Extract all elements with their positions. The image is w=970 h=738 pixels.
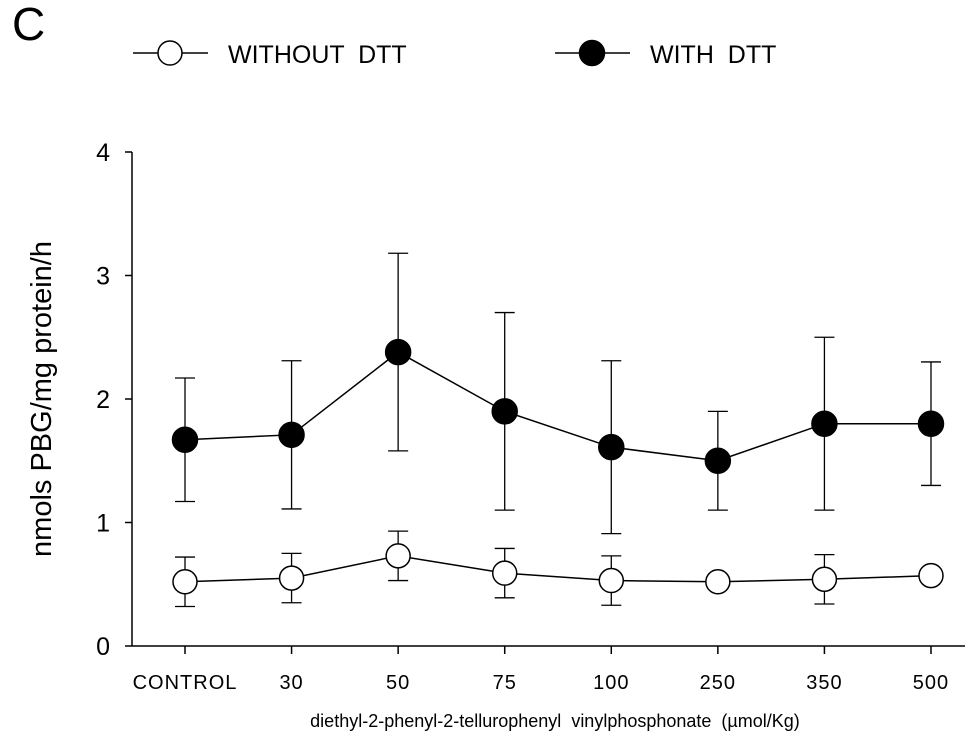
x-tick-label-1: 30 <box>279 672 303 694</box>
point-1-0 <box>171 426 199 454</box>
point-0-0 <box>172 569 198 595</box>
x-tick-label-2: 50 <box>386 672 410 694</box>
point-0-1 <box>278 565 305 591</box>
series-1 <box>171 252 945 535</box>
y-tick-label-2: 2 <box>96 386 110 414</box>
point-1-4 <box>598 433 625 461</box>
legend-label-with-dtt: WITH DTT <box>650 41 776 69</box>
series-layer <box>171 252 945 608</box>
point-1-5 <box>704 447 732 474</box>
x-axis-title: diethyl-2-phenyl-2-tellurophenyl vinylph… <box>310 711 800 731</box>
series-line-0 <box>184 555 932 583</box>
point-1-6 <box>811 410 838 437</box>
point-1-1 <box>278 421 305 449</box>
legend-marker-with-dtt <box>578 39 606 67</box>
y-tick-label-3: 3 <box>96 263 110 291</box>
point-0-2 <box>385 543 411 569</box>
y-ticks: 0 1 2 3 4 <box>96 139 132 661</box>
x-tick-label-5: 250 <box>700 672 736 694</box>
point-0-7 <box>918 562 944 589</box>
panel-label: C <box>12 0 45 50</box>
legend-marker-without-dtt <box>157 40 183 66</box>
series-line-1 <box>184 351 931 462</box>
x-tick-label-4: 100 <box>593 672 629 694</box>
legend-label-without-dtt: WITHOUT DTT <box>228 41 407 69</box>
point-0-3 <box>491 560 518 586</box>
point-0-6 <box>811 566 838 593</box>
legend-item-without-dtt: WITHOUT DTT <box>133 40 407 69</box>
legend: WITHOUT DTT WITH DTT <box>133 39 776 69</box>
y-tick-label-0: 0 <box>96 633 110 661</box>
y-axis-title: nmols PBG/mg protein/h <box>26 241 58 557</box>
legend-item-with-dtt: WITH DTT <box>555 39 776 69</box>
y-tick-label-4: 4 <box>96 139 110 167</box>
x-tick-label-3: 75 <box>493 672 517 694</box>
x-tick-label-6: 350 <box>806 672 842 694</box>
x-ticks: CONTROL 30 50 75 100 250 350 500 <box>133 646 949 694</box>
point-1-2 <box>384 338 412 366</box>
point-1-7 <box>917 410 945 437</box>
x-tick-label-7: 500 <box>913 672 949 694</box>
point-0-4 <box>598 567 625 594</box>
y-tick-label-1: 1 <box>96 510 110 538</box>
x-tick-label-0: CONTROL <box>133 672 238 694</box>
series-0 <box>172 530 944 608</box>
point-1-3 <box>491 398 518 425</box>
point-0-5 <box>705 569 731 595</box>
